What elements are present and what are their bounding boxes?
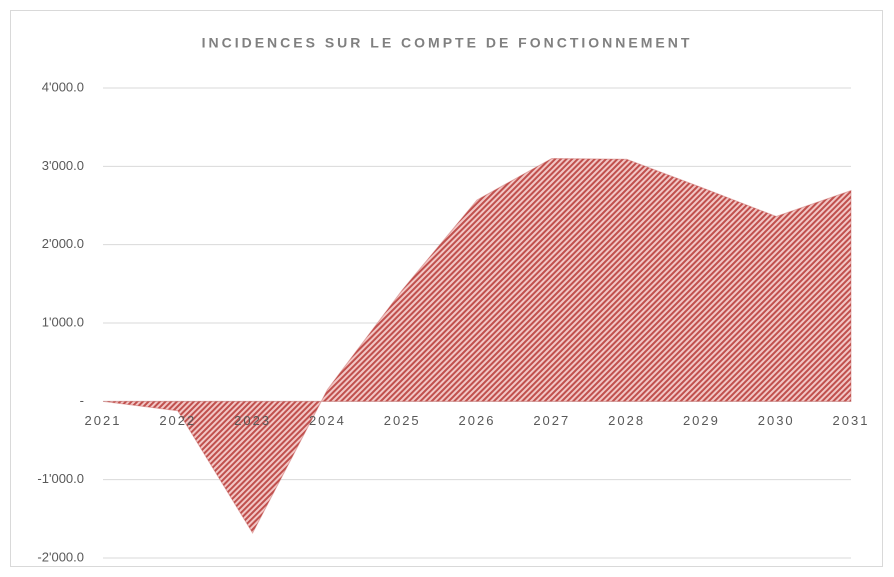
x-tick-label: 2025 <box>384 413 421 428</box>
x-tick-label: 2024 <box>309 413 346 428</box>
x-tick-label: 2022 <box>159 413 196 428</box>
x-tick-label: 2023 <box>234 413 271 428</box>
marks <box>102 157 852 534</box>
y-tick-label: 3'000.0 <box>42 158 84 173</box>
y-tick-label: - <box>80 393 84 408</box>
y-tick-label: 4'000.0 <box>42 79 84 94</box>
x-tick-label: 2026 <box>459 413 496 428</box>
y-tick-label: -1'000.0 <box>37 471 84 486</box>
x-tick-label: 2031 <box>833 413 870 428</box>
x-tick-label: 2028 <box>608 413 645 428</box>
y-tick-label: 2'000.0 <box>42 236 84 251</box>
x-tick-label: 2021 <box>85 413 122 428</box>
x-tick-label: 2030 <box>758 413 795 428</box>
x-tick-label: 2029 <box>683 413 720 428</box>
y-tick-label: 1'000.0 <box>42 314 84 329</box>
y-tick-label: -2'000.0 <box>37 549 84 564</box>
chart-title: INCIDENCES SUR LE COMPTE DE FONCTIONNEME… <box>202 35 693 51</box>
x-tick-label: 2027 <box>533 413 570 428</box>
area <box>102 157 852 534</box>
labels: -2'000.0-1'000.0-1'000.02'000.03'000.04'… <box>37 79 870 564</box>
